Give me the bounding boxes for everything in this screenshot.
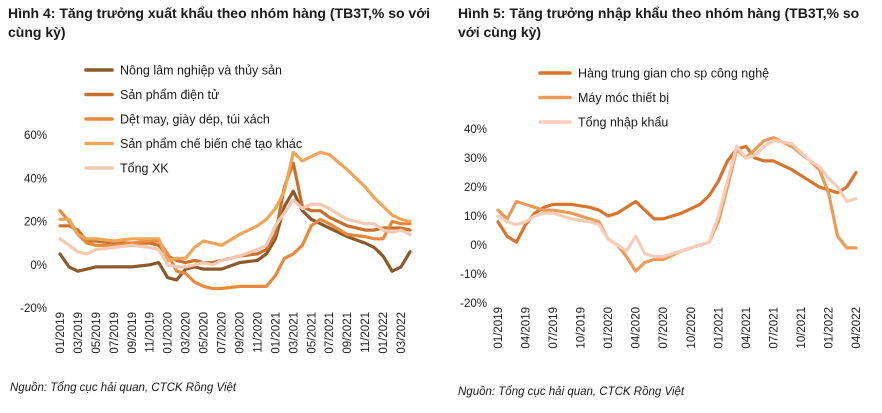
chart-title-import: Hình 5: Tăng trưởng nhập khẩu theo nhóm … (458, 5, 860, 40)
source-note-import: Nguồn: Tổng cục hải quan, CTCK Rồng Việt (458, 386, 685, 398)
x-tick-label: 04/2019 (521, 307, 533, 349)
x-tick-label: 01/2021 (713, 307, 725, 349)
legend-label: Sản phẩm điện tử (120, 88, 219, 102)
x-tick-label: 07/2021 (768, 307, 780, 349)
x-tick-label: 01/2019 (55, 312, 67, 354)
x-tick-label: 07/2020 (658, 307, 670, 349)
x-tick-label: 10/2020 (686, 307, 698, 349)
x-tick-label: 05/2019 (91, 312, 103, 354)
x-tick-label: 01/2019 (493, 307, 505, 349)
x-tick-label: 03/2019 (73, 312, 85, 354)
y-tick-label: 0% (30, 260, 47, 272)
x-tick-label: 07/2019 (109, 312, 121, 354)
source-note-export: Nguồn: Tổng cục hải quan, CTCK Rồng Việt (10, 382, 237, 394)
legend-label: Nông lâm nghiệp và thủy sản (120, 64, 282, 78)
chart-title-export: Hình 4: Tăng trưởng xuất khẩu theo nhóm … (8, 5, 431, 40)
x-tick-label: 07/2020 (217, 312, 229, 354)
x-tick-label: 11/2020 (252, 312, 264, 353)
y-tick-label: -20% (20, 303, 47, 315)
y-tick-label: 20% (24, 217, 47, 229)
series-line-3 (496, 139, 858, 259)
y-tick-label: 60% (24, 130, 47, 142)
x-tick-label: 09/2021 (342, 312, 354, 354)
x-tick-label: 01/2022 (823, 307, 835, 349)
y-tick-label: 40% (464, 124, 487, 136)
series-line-5 (58, 198, 412, 269)
x-tick-label: 11/2019 (145, 312, 157, 353)
x-tick-label: 05/2021 (306, 312, 318, 354)
legend-label: Dệt may, giày dép, túi xách (120, 113, 270, 127)
x-tick-label: 07/2019 (548, 307, 560, 349)
series-line-1 (58, 189, 412, 282)
y-tick-label: 10% (464, 211, 487, 223)
x-tick-label: 05/2020 (199, 312, 211, 354)
x-tick-label: 07/2021 (324, 312, 336, 354)
x-tick-label: 04/2020 (631, 307, 643, 349)
x-tick-label: 09/2019 (127, 312, 139, 354)
series-line-1 (496, 144, 858, 244)
x-tick-label: 01/2022 (378, 312, 390, 354)
x-tick-label: 09/2020 (234, 312, 246, 354)
y-tick-label: -20% (460, 298, 487, 310)
x-tick-label: 03/2020 (181, 312, 193, 354)
legend-label: Tổng nhập khẩu (578, 116, 668, 130)
x-tick-label: 10/2019 (576, 307, 588, 349)
series-line-4 (58, 150, 412, 262)
series-line-3 (58, 209, 412, 291)
x-tick-label: 01/2021 (270, 312, 282, 354)
y-tick-label: 40% (24, 173, 47, 185)
x-tick-label: 04/2022 (851, 307, 863, 349)
x-tick-label: 03/2022 (396, 312, 408, 354)
legend-label: Hàng trung gian cho sp công nghệ (578, 67, 769, 81)
y-tick-label: -10% (460, 269, 487, 281)
x-tick-label: 04/2021 (741, 307, 753, 349)
legend-label: Máy móc thiết bị (578, 91, 669, 105)
y-tick-label: 0% (470, 240, 487, 252)
x-tick-label: 10/2021 (796, 307, 808, 349)
y-tick-label: 30% (464, 153, 487, 165)
legend-label: Sản phẩm chế biến chế tạo khác (120, 137, 302, 151)
y-tick-label: 20% (464, 182, 487, 194)
x-tick-label: 01/2020 (163, 312, 175, 354)
legend-label: Tổng XK (120, 162, 169, 176)
x-tick-label: 03/2021 (288, 312, 300, 354)
x-tick-label: 11/2021 (360, 312, 372, 353)
x-tick-label: 01/2020 (603, 307, 615, 349)
